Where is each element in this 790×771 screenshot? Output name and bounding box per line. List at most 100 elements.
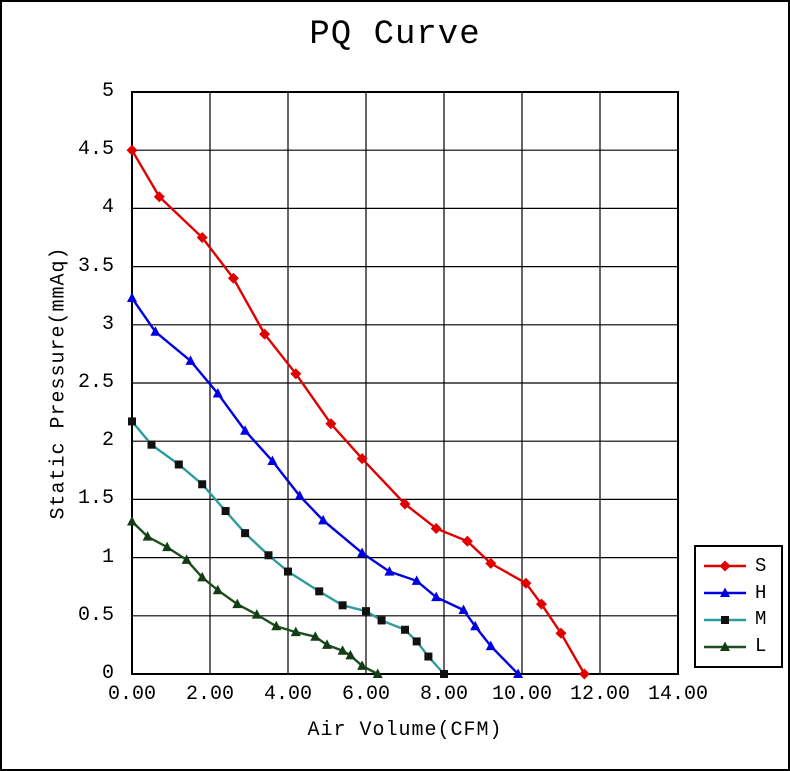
marker-diamond	[719, 560, 731, 572]
legend-swatch-M	[704, 615, 746, 624]
marker-triangle	[322, 639, 332, 649]
marker-square	[440, 670, 448, 678]
marker-square	[147, 440, 156, 449]
x-tick-label: 0.00	[107, 683, 156, 706]
marker-triangle	[142, 531, 153, 541]
series-line-M	[131, 420, 445, 675]
marker-triangle	[310, 631, 321, 641]
marker-diamond	[356, 453, 368, 465]
marker-diamond	[578, 668, 590, 680]
marker-diamond	[196, 232, 208, 243]
marker-diamond	[520, 577, 532, 589]
y-tick-label: 0.5	[77, 603, 114, 627]
marker-diamond	[325, 418, 337, 430]
x-tick-label: 2.00	[185, 683, 234, 706]
marker-square	[338, 601, 347, 610]
y-axis-title: Static Pressure(mmAq)	[47, 246, 71, 520]
marker-triangle	[162, 541, 173, 552]
series-S	[126, 144, 590, 680]
legend-item-S: S	[702, 554, 781, 577]
y-tick-label: 0	[101, 662, 114, 685]
marker-triangle	[232, 598, 243, 609]
marker-triangle	[470, 620, 481, 631]
marker-square	[377, 616, 386, 625]
marker-triangle	[384, 566, 395, 576]
marker-square	[721, 615, 729, 624]
y-tick-label: 3	[101, 312, 114, 336]
marker-triangle	[337, 645, 348, 655]
marker-diamond	[536, 598, 547, 610]
marker-triangle	[267, 455, 278, 465]
marker-triangle	[513, 668, 524, 678]
marker-triangle	[294, 490, 305, 500]
marker-triangle	[212, 387, 223, 398]
marker-diamond	[461, 535, 473, 547]
marker-triangle	[127, 292, 137, 303]
marker-diamond	[259, 328, 271, 340]
legend-swatch-H	[704, 587, 746, 598]
legend-label-L: L	[755, 635, 767, 658]
marker-triangle	[431, 591, 442, 602]
marker-diamond	[430, 523, 442, 534]
marker-square	[362, 607, 370, 616]
marker-diamond	[227, 272, 239, 284]
marker-square	[241, 529, 250, 538]
marker-triangle	[290, 626, 301, 637]
y-tick-label: 1	[101, 545, 114, 569]
x-tick-label: 6.00	[341, 683, 390, 706]
marker-square	[174, 460, 183, 469]
marker-triangle	[372, 668, 383, 678]
marker-diamond	[290, 368, 302, 380]
marker-diamond	[555, 627, 567, 639]
legend-swatch-S	[704, 560, 746, 572]
marker-triangle	[150, 326, 161, 336]
x-tick-label: 10.00	[491, 683, 552, 706]
marker-triangle	[181, 554, 192, 564]
marker-square	[401, 625, 409, 634]
marker-square	[198, 480, 207, 489]
series-L	[127, 516, 383, 678]
marker-diamond	[399, 498, 411, 510]
legend-item-M: M	[702, 610, 781, 629]
x-tick-label: 14.00	[647, 683, 708, 706]
y-tick-label: 3.5	[77, 254, 114, 278]
marker-triangle	[411, 575, 422, 585]
marker-triangle	[485, 640, 496, 651]
marker-triangle	[357, 547, 368, 557]
marker-square	[221, 507, 230, 516]
marker-square	[412, 637, 421, 646]
marker-triangle	[271, 620, 282, 631]
legend-label-H: H	[755, 581, 767, 604]
legend-swatch-L	[704, 641, 746, 651]
marker-triangle	[197, 571, 208, 582]
marker-triangle	[127, 516, 137, 526]
marker-triangle	[720, 641, 730, 651]
legend-label-S: S	[755, 554, 767, 577]
marker-square	[315, 587, 324, 596]
x-tick-label: 8.00	[419, 683, 468, 706]
y-tick-label: 2.5	[77, 371, 114, 394]
legend-label-M: M	[755, 608, 767, 631]
legend-item-L: L	[702, 637, 781, 656]
plot-border	[131, 91, 679, 675]
marker-triangle	[318, 514, 329, 525]
chart-title: PQ Curve	[309, 16, 481, 54]
legend-item-H: H	[702, 581, 781, 604]
marker-triangle	[357, 660, 368, 670]
marker-triangle	[345, 649, 356, 660]
y-tick-label: 4.5	[77, 138, 114, 162]
marker-triangle	[240, 425, 251, 435]
y-tick-label: 1.5	[77, 487, 114, 511]
marker-triangle	[720, 587, 730, 598]
marker-square	[424, 652, 433, 661]
series-line-S	[130, 149, 586, 675]
series-M	[128, 417, 448, 678]
marker-triangle	[212, 584, 223, 595]
marker-square	[284, 567, 292, 576]
marker-diamond	[126, 144, 138, 156]
marker-diamond	[153, 191, 165, 203]
x-tick-label: 12.00	[569, 683, 630, 706]
y-tick-label: 5	[101, 80, 114, 103]
